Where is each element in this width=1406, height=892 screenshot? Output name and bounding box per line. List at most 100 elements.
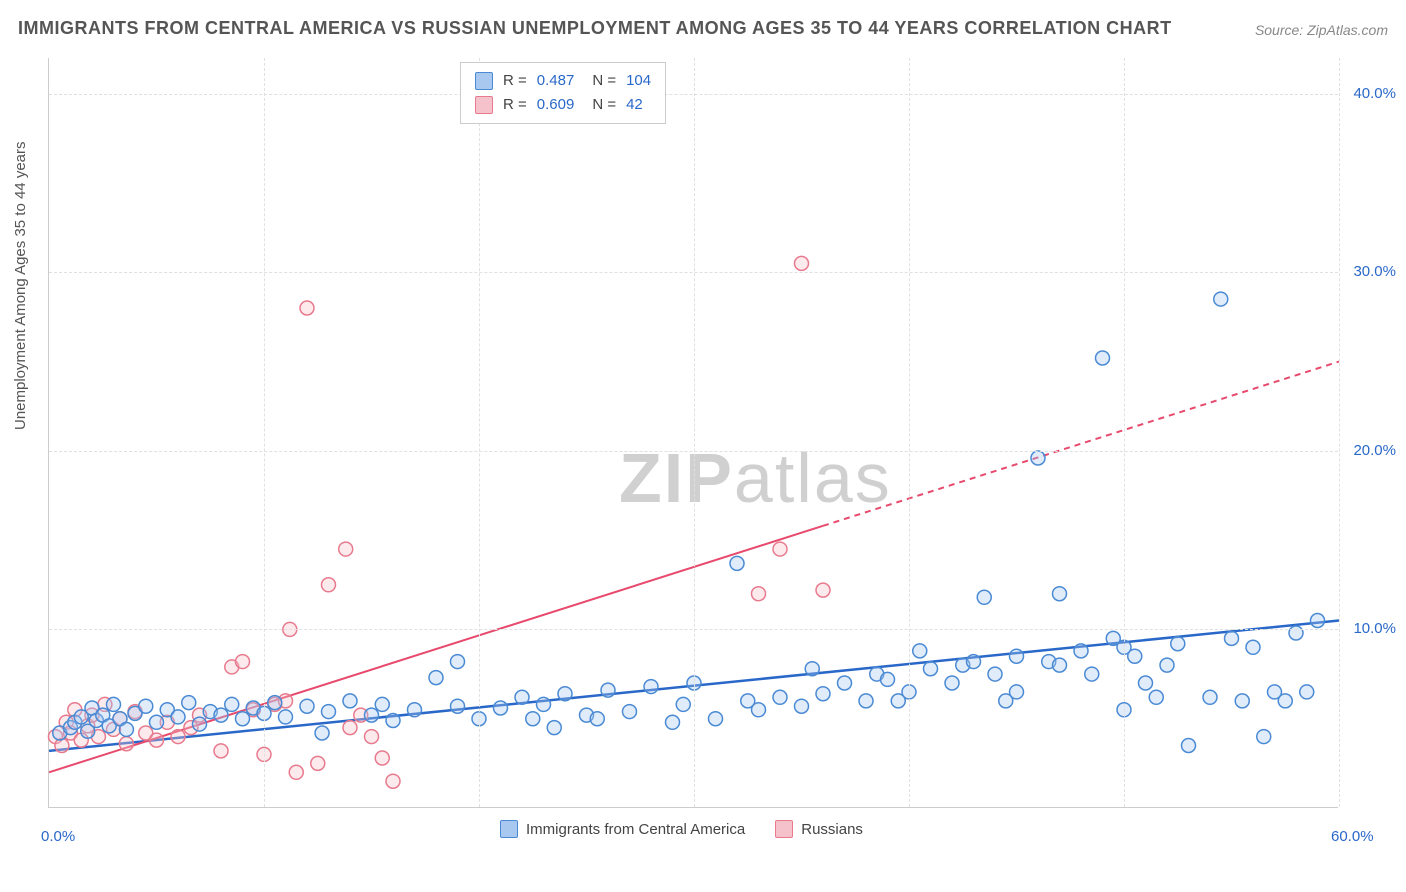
data-point (322, 578, 336, 592)
data-point (1278, 694, 1292, 708)
data-point (816, 583, 830, 597)
data-point (859, 694, 873, 708)
data-point (644, 680, 658, 694)
legend-label: Russians (801, 821, 863, 838)
data-point (1235, 694, 1249, 708)
y-tick-label: 40.0% (1353, 85, 1396, 102)
data-point (913, 644, 927, 658)
data-point (311, 756, 325, 770)
data-point (1053, 587, 1067, 601)
data-point (1289, 626, 1303, 640)
data-point (236, 712, 250, 726)
data-point (150, 715, 164, 729)
data-point (558, 687, 572, 701)
data-point (838, 676, 852, 690)
data-point (752, 703, 766, 717)
data-point (1128, 649, 1142, 663)
data-point (339, 542, 353, 556)
data-point (236, 655, 250, 669)
x-tick-label: 0.0% (41, 828, 75, 845)
data-point (408, 703, 422, 717)
legend-item: Immigrants from Central America (500, 820, 745, 838)
data-point (1246, 640, 1260, 654)
legend-swatch (475, 72, 493, 90)
data-point (1074, 644, 1088, 658)
legend-swatch (775, 820, 793, 838)
legend-n-label: N = (592, 69, 616, 93)
data-point (816, 687, 830, 701)
plot-area: ZIPatlas 10.0%20.0%30.0%40.0%0.0%60.0% (48, 58, 1338, 808)
y-tick-label: 10.0% (1353, 620, 1396, 637)
data-point (623, 705, 637, 719)
data-point (1160, 658, 1174, 672)
data-point (365, 708, 379, 722)
data-point (891, 694, 905, 708)
legend-swatch (500, 820, 518, 838)
data-point (537, 697, 551, 711)
data-point (773, 690, 787, 704)
trend-line-solid (49, 526, 823, 772)
grid-line-vertical (909, 58, 910, 807)
y-tick-label: 30.0% (1353, 263, 1396, 280)
data-point (515, 690, 529, 704)
data-point (365, 730, 379, 744)
data-point (666, 715, 680, 729)
data-point (1010, 649, 1024, 663)
data-point (279, 710, 293, 724)
data-point (182, 696, 196, 710)
legend-n-label: N = (592, 93, 616, 117)
grid-line-vertical (264, 58, 265, 807)
data-point (709, 712, 723, 726)
data-point (1257, 730, 1271, 744)
grid-line-vertical (479, 58, 480, 807)
legend-r-label: R = (503, 69, 527, 93)
data-point (977, 590, 991, 604)
x-tick-label: 60.0% (1331, 828, 1374, 845)
legend-n-value: 104 (626, 69, 651, 93)
data-point (988, 667, 1002, 681)
grid-line-vertical (1339, 58, 1340, 807)
data-point (107, 697, 121, 711)
data-point (343, 721, 357, 735)
data-point (601, 683, 615, 697)
data-point (1085, 667, 1099, 681)
data-point (590, 712, 604, 726)
legend-item: Russians (775, 820, 863, 838)
legend-r-label: R = (503, 93, 527, 117)
data-point (1225, 631, 1239, 645)
data-point (451, 655, 465, 669)
source-attribution: Source: ZipAtlas.com (1255, 22, 1388, 38)
y-axis-label: Unemployment Among Ages 35 to 44 years (12, 141, 29, 430)
data-point (999, 694, 1013, 708)
data-point (494, 701, 508, 715)
trend-line-dashed (823, 362, 1339, 526)
data-point (1182, 739, 1196, 753)
legend-row: R =0.609N = 42 (475, 93, 651, 117)
data-point (119, 722, 133, 736)
data-point (214, 708, 228, 722)
data-point (795, 699, 809, 713)
data-point (386, 774, 400, 788)
data-point (214, 744, 228, 758)
data-point (805, 662, 819, 676)
data-point (752, 587, 766, 601)
legend-series: Immigrants from Central America Russians (500, 820, 863, 838)
data-point (171, 710, 185, 724)
data-point (730, 556, 744, 570)
data-point (315, 726, 329, 740)
y-tick-label: 20.0% (1353, 442, 1396, 459)
data-point (1203, 690, 1217, 704)
data-point (881, 672, 895, 686)
data-point (429, 671, 443, 685)
data-point (150, 733, 164, 747)
data-point (1139, 676, 1153, 690)
chart-title: IMMIGRANTS FROM CENTRAL AMERICA VS RUSSI… (18, 18, 1172, 39)
data-point (795, 256, 809, 270)
data-point (1214, 292, 1228, 306)
data-point (676, 697, 690, 711)
data-point (225, 697, 239, 711)
legend-r-value: 0.609 (537, 93, 575, 117)
data-point (526, 712, 540, 726)
data-point (1031, 451, 1045, 465)
legend-label: Immigrants from Central America (526, 821, 745, 838)
